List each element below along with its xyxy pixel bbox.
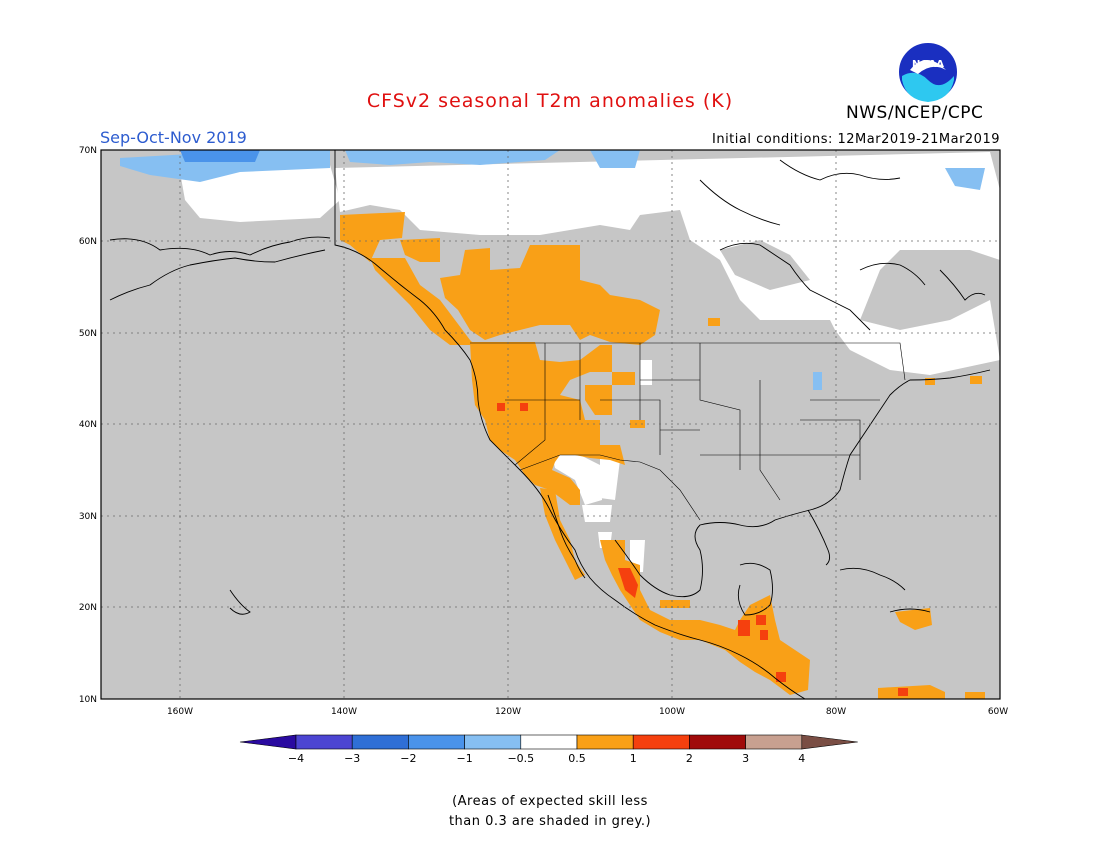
lon-label: 80W: [826, 707, 846, 717]
lon-label: 120W: [495, 707, 521, 717]
colorbar-segment: [632, 734, 690, 750]
lat-label: 20N: [79, 603, 97, 613]
near-normal-regions: [180, 152, 1000, 572]
colorbar-segment: [520, 734, 578, 750]
political-borders: [470, 342, 906, 521]
colorbar-tick-label: −3: [344, 752, 360, 765]
colorbar-tick-label: 1: [630, 752, 637, 765]
colorbar-tick-label: −4: [288, 752, 304, 765]
colorbar-segment: [295, 734, 353, 750]
lat-label: 10N: [79, 695, 97, 705]
colorbar: −4 −3 −2 −1 −0.5 0.5 1 2 3 4: [239, 734, 858, 765]
latitude-labels: 70N 60N 50N 40N 30N 20N 10N: [79, 146, 97, 705]
strong-warm-spots: [497, 403, 908, 696]
colorbar-segment: [689, 734, 746, 750]
lon-label: 60W: [988, 707, 1008, 717]
colorbar-tick-label: −0.5: [507, 752, 534, 765]
colorbar-segment: [239, 734, 297, 750]
map-title: CFSv2 seasonal T2m anomalies (K): [366, 90, 734, 112]
colorbar-tick-label: −1: [456, 752, 472, 765]
initial-conditions-label: Initial conditions: 12Mar2019-21Mar2019: [712, 132, 1000, 147]
longitude-labels: 160W 140W 120W 100W 80W 60W: [167, 707, 1008, 717]
lat-label: 30N: [79, 512, 97, 522]
colorbar-segment: [408, 734, 465, 750]
colorbar-tick-label: −2: [400, 752, 416, 765]
colorbar-tick-label: 0.5: [568, 752, 586, 765]
colorbar-tick-label: 3: [742, 752, 749, 765]
colorbar-segment: [351, 734, 409, 750]
noaa-logo: NOAA: [897, 41, 959, 103]
lon-label: 140W: [331, 707, 357, 717]
map-frame: [100, 149, 1001, 700]
colorbar-tick-label: 4: [798, 752, 805, 765]
colorbar-tick-label: 2: [686, 752, 693, 765]
lat-label: 60N: [79, 237, 97, 247]
warm-anomaly-regions: [340, 212, 985, 699]
season-label: Sep-Oct-Nov 2019: [100, 128, 247, 147]
lat-label: 40N: [79, 420, 97, 430]
lon-label: 100W: [659, 707, 685, 717]
skill-note-line: (Areas of expected skill less: [452, 794, 648, 809]
colorbar-segment: [576, 734, 634, 750]
colorbar-segment: [801, 734, 858, 750]
graticule: [101, 150, 1000, 699]
colorbar-segment: [745, 734, 803, 750]
agency-label: NWS/NCEP/CPC: [846, 103, 984, 123]
skill-note-line: than 0.3 are shaded in grey.): [448, 814, 652, 829]
lat-label: 50N: [79, 329, 97, 339]
colorbar-segment: [464, 734, 522, 750]
cold-anomaly-regions: [120, 150, 985, 390]
lon-label: 160W: [167, 707, 193, 717]
lat-label: 70N: [79, 146, 97, 156]
skill-note: (Areas of expected skill less than 0.3 a…: [0, 792, 1100, 832]
logo-text: NOAA: [912, 59, 944, 70]
